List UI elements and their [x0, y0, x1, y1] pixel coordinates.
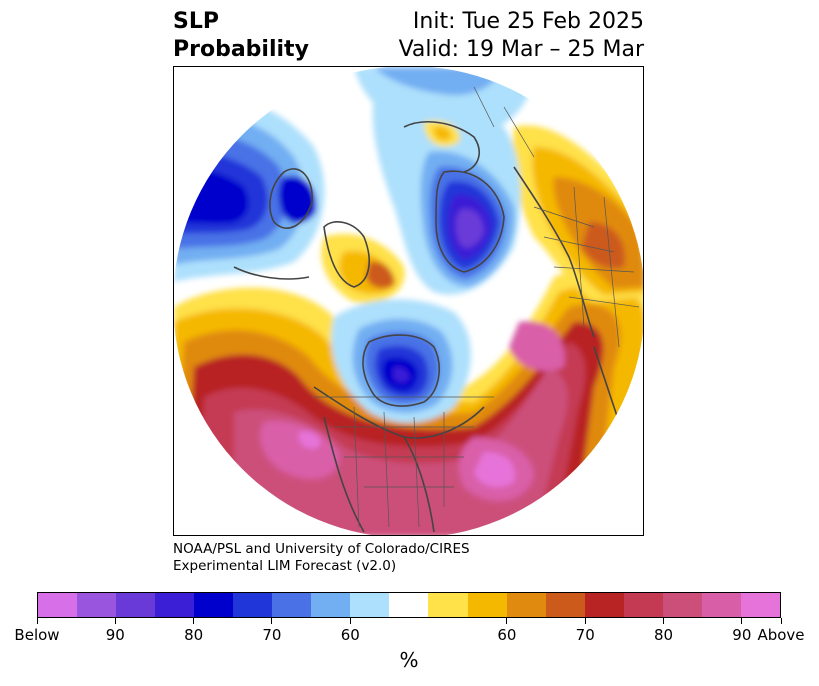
- title-line-2: Probability: [173, 37, 309, 62]
- colorbar-tick: [584, 618, 586, 624]
- credit-block: NOAA/PSL and University of Colorado/CIRE…: [173, 541, 470, 575]
- colorbar-bin: [623, 593, 663, 617]
- credit-line-1: NOAA/PSL and University of Colorado/CIRE…: [173, 541, 470, 557]
- colorbar-bin: [272, 593, 312, 617]
- colorbar-bin: [662, 593, 702, 617]
- borders: [314, 86, 640, 528]
- colorbar-tick-label: 90: [732, 626, 752, 644]
- credit-line-2: Experimental LIM Forecast (v2.0): [173, 558, 397, 574]
- colorbar-tick: [349, 618, 351, 624]
- colorbar-tick-label: Above: [757, 626, 805, 644]
- colorbar-tick-label: 60: [340, 626, 360, 644]
- colorbar-tick-label: Below: [14, 626, 60, 644]
- colorbar: [37, 592, 781, 618]
- colorbar-tick-label: 70: [262, 626, 282, 644]
- colorbar-tick: [780, 618, 782, 624]
- title-block: SLP Probability: [173, 8, 309, 64]
- colorbar-bin: [155, 593, 195, 617]
- colorbar-tick-label: 90: [105, 626, 125, 644]
- colorbar-bin: [38, 593, 78, 617]
- colorbar-tick-label: 80: [184, 626, 204, 644]
- colorbar-bin: [389, 593, 429, 617]
- colorbar-tick: [663, 618, 665, 624]
- colorbar-unit: %: [399, 648, 419, 672]
- colorbar-tick: [36, 618, 38, 624]
- colorbar-bin: [506, 593, 546, 617]
- colorbar-tick: [271, 618, 273, 624]
- colorbar-bin: [194, 593, 234, 617]
- title-line-1: SLP: [173, 9, 219, 34]
- colorbar-bin: [77, 593, 117, 617]
- colorbar-bin: [116, 593, 156, 617]
- forecast-field: [174, 67, 643, 535]
- colorbar-bin: [584, 593, 624, 617]
- init-date: Init: Tue 25 Feb 2025: [412, 9, 644, 34]
- colorbar-tick: [193, 618, 195, 624]
- colorbar-bin: [233, 593, 273, 617]
- date-block: Init: Tue 25 Feb 2025 Valid: 19 Mar – 25…: [399, 8, 644, 64]
- colorbar-bin: [701, 593, 741, 617]
- colorbar-bin: [311, 593, 351, 617]
- colorbar-tick: [741, 618, 743, 624]
- colorbar-bin: [428, 593, 468, 617]
- colorbar-tick-label: 80: [653, 626, 674, 644]
- colorbar-tick-label: 70: [575, 626, 595, 644]
- colorbar-tick: [114, 618, 116, 624]
- colorbar-bin: [545, 593, 585, 617]
- colorbar-bin: [740, 593, 780, 617]
- probability-map: [174, 67, 643, 535]
- coastlines: [233, 96, 635, 533]
- colorbar-bin: [350, 593, 390, 617]
- colorbar-tick: [506, 618, 508, 624]
- colorbar-tick-label: 60: [497, 626, 517, 644]
- map-panel: [173, 66, 644, 536]
- colorbar-bin: [467, 593, 507, 617]
- valid-range: Valid: 19 Mar – 25 Mar: [398, 37, 644, 62]
